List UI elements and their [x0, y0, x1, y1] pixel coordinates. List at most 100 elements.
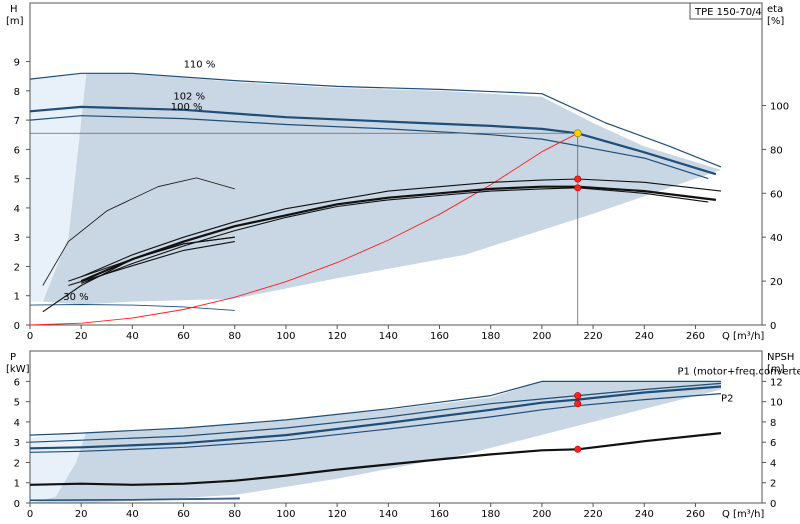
- head-efficiency-series-eta-60-: [42, 177, 235, 286]
- head-efficiency-yr-tick-label: 20: [770, 277, 783, 288]
- power-npsh-series-p2: [29, 393, 722, 453]
- head-efficiency-x-tick-label: 80: [228, 331, 241, 342]
- head-efficiency-yr-title: eta: [767, 4, 783, 15]
- head-efficiency-yl-tick-label: 1: [14, 292, 20, 303]
- power-npsh-yr-tick-label: 12: [770, 377, 783, 388]
- head-efficiency-yr-tick-label: 0: [770, 321, 776, 332]
- power-npsh-yl-title: P: [10, 352, 16, 363]
- head-efficiency-x-tick-label: 220: [584, 331, 603, 342]
- head-efficiency-yl-tick-label: 8: [14, 87, 20, 98]
- power-npsh-x-tick-label: 120: [328, 509, 347, 520]
- power-npsh-x-tick-label: 140: [379, 509, 398, 520]
- power-npsh-yr-title: NPSH: [767, 352, 794, 363]
- power-npsh-x-tick-label: 60: [177, 509, 190, 520]
- head-efficiency-yl-unit: [m]: [6, 16, 24, 27]
- head-efficiency-x-tick-label: 60: [177, 331, 190, 342]
- head-efficiency-yl-tick-label: 2: [14, 262, 20, 273]
- head-efficiency-yl-tick-label: 3: [14, 233, 20, 244]
- power-npsh-yr-tick-label: 6: [770, 438, 776, 449]
- power-npsh-yr-tick-label: 2: [770, 479, 776, 490]
- power-npsh-point-marker: [574, 392, 582, 400]
- power-npsh-point-marker: [574, 400, 582, 408]
- power-npsh-yl-tick-label: 3: [14, 438, 20, 449]
- power-npsh-yl-tick-label: 2: [14, 458, 20, 469]
- power-npsh-x-tick-label: 240: [635, 509, 654, 520]
- head-efficiency-series-label: 110 %: [184, 59, 216, 70]
- power-npsh-x-tick-label: 260: [686, 509, 705, 520]
- head-efficiency-yr-tick-label: 80: [770, 145, 783, 156]
- head-efficiency-x-tick-label: 240: [635, 331, 654, 342]
- power-npsh-yr-tick-label: 4: [770, 458, 776, 469]
- power-npsh-x-tick-label: 180: [481, 509, 500, 520]
- power-npsh-x-tick-label: 0: [27, 509, 33, 520]
- head-efficiency-title-tag-box: [689, 2, 763, 20]
- power-npsh-yl-tick-label: 1: [14, 479, 20, 490]
- power-npsh-x-axis-label: Q [m³/h]: [722, 509, 764, 520]
- power-npsh-point-marker: [574, 445, 582, 453]
- head-efficiency-yl-tick-label: 5: [14, 175, 20, 186]
- power-npsh-x-tick-label: 100: [276, 509, 295, 520]
- power-npsh-series-label: P1 (motor+freq.converter): [678, 366, 800, 377]
- power-npsh-series-npsh: [29, 432, 722, 486]
- head-efficiency-series-label: 102 %: [173, 92, 205, 103]
- power-npsh-series-p2-30-: [29, 498, 240, 502]
- power-npsh-frame: [29, 350, 763, 504]
- power-npsh-series-p1-motor-freq-converter-: [29, 385, 722, 450]
- head-efficiency-x-tick-label: 120: [328, 331, 347, 342]
- head-efficiency-frame: [29, 2, 763, 326]
- power-npsh-yl-unit: [kW]: [6, 364, 30, 375]
- head-efficiency-series-label: 30 %: [63, 292, 88, 303]
- head-efficiency-series-eta-30-: [42, 236, 235, 313]
- power-npsh-series-p1-110-: [29, 380, 721, 436]
- head-efficiency-yl-tick-label: 6: [14, 145, 20, 156]
- head-efficiency-x-tick-label: 160: [430, 331, 449, 342]
- power-npsh-x-tick-label: 200: [532, 509, 551, 520]
- head-efficiency-x-tick-label: 180: [481, 331, 500, 342]
- head-efficiency-operating-point: [573, 129, 582, 138]
- head-efficiency-yl-title: H: [10, 4, 18, 15]
- head-efficiency-yl-tick-label: 9: [14, 58, 20, 69]
- power-npsh-yr-tick-label: 0: [770, 499, 776, 510]
- head-efficiency-series-110-: [29, 72, 722, 168]
- head-efficiency-light-region: [30, 73, 87, 302]
- head-efficiency-x-tick-label: 0: [27, 331, 33, 342]
- power-npsh-x-tick-label: 80: [228, 509, 241, 520]
- power-npsh-series-label: P2: [721, 394, 733, 405]
- head-efficiency-series-102-: [29, 105, 717, 176]
- power-npsh-series-p1-30-: [29, 497, 240, 501]
- power-npsh-x-tick-label: 40: [126, 509, 139, 520]
- head-efficiency-yr-unit: [%]: [767, 16, 784, 27]
- power-npsh-x-tick-label: 220: [584, 509, 603, 520]
- head-efficiency-x-tick-label: 260: [686, 331, 705, 342]
- power-npsh-yr-tick-label: 10: [770, 398, 783, 409]
- power-npsh-yr-unit: [m]: [767, 364, 785, 375]
- head-efficiency-yl-tick-label: 0: [14, 321, 20, 332]
- head-efficiency-series-30-: [29, 304, 235, 311]
- head-efficiency-x-tick-label: 100: [276, 331, 295, 342]
- power-npsh-series-p2-110-: [29, 382, 722, 443]
- head-efficiency-x-tick-label: 40: [126, 331, 139, 342]
- head-efficiency-x-axis-label: Q [m³/h]: [722, 331, 764, 342]
- head-efficiency-yr-tick-label: 60: [770, 189, 783, 200]
- power-npsh-x-tick-label: 160: [430, 509, 449, 520]
- head-efficiency-series-system-curve: [29, 132, 578, 326]
- head-efficiency-series-label: 100 %: [171, 102, 203, 113]
- head-efficiency-yr-tick-label: 40: [770, 233, 783, 244]
- power-npsh-yl-tick-label: 4: [14, 418, 20, 429]
- head-efficiency-yl-tick-label: 4: [14, 204, 20, 215]
- power-npsh-yl-tick-label: 5: [14, 398, 20, 409]
- head-efficiency-yl-tick-label: 7: [14, 116, 20, 127]
- head-efficiency-series-100-: [29, 115, 709, 180]
- head-efficiency-x-tick-label: 20: [75, 331, 88, 342]
- head-efficiency-x-tick-label: 140: [379, 331, 398, 342]
- head-efficiency-x-tick-label: 200: [532, 331, 551, 342]
- power-npsh-yl-tick-label: 0: [14, 499, 20, 510]
- power-npsh-x-tick-label: 20: [75, 509, 88, 520]
- power-npsh-yl-tick-label: 6: [14, 377, 20, 388]
- head-efficiency-yr-tick-label: 100: [770, 102, 789, 113]
- power-npsh-operating-region: [30, 381, 721, 503]
- head-efficiency-title-tag: TPE 150-70/4: [694, 7, 762, 18]
- power-npsh-yr-tick-label: 8: [770, 418, 776, 429]
